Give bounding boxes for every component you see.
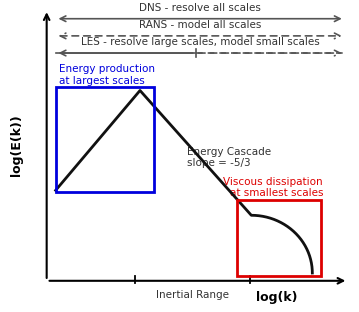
Text: Viscous dissipation
at smallest scales: Viscous dissipation at smallest scales	[223, 177, 323, 198]
Text: log(k): log(k)	[256, 291, 297, 305]
Text: Inertial Range: Inertial Range	[155, 290, 229, 300]
Text: LES - resolve large scales, model small scales: LES - resolve large scales, model small …	[81, 37, 320, 47]
Bar	[56, 87, 154, 192]
Text: Energy Cascade
slope = -5/3: Energy Cascade slope = -5/3	[187, 147, 271, 168]
Text: RANS - model all scales: RANS - model all scales	[139, 20, 261, 30]
Bar	[237, 200, 321, 276]
Text: DNS - resolve all scales: DNS - resolve all scales	[139, 3, 261, 13]
Text: Energy production
at largest scales: Energy production at largest scales	[59, 64, 155, 86]
Text: log(E(k)): log(E(k))	[10, 114, 23, 176]
